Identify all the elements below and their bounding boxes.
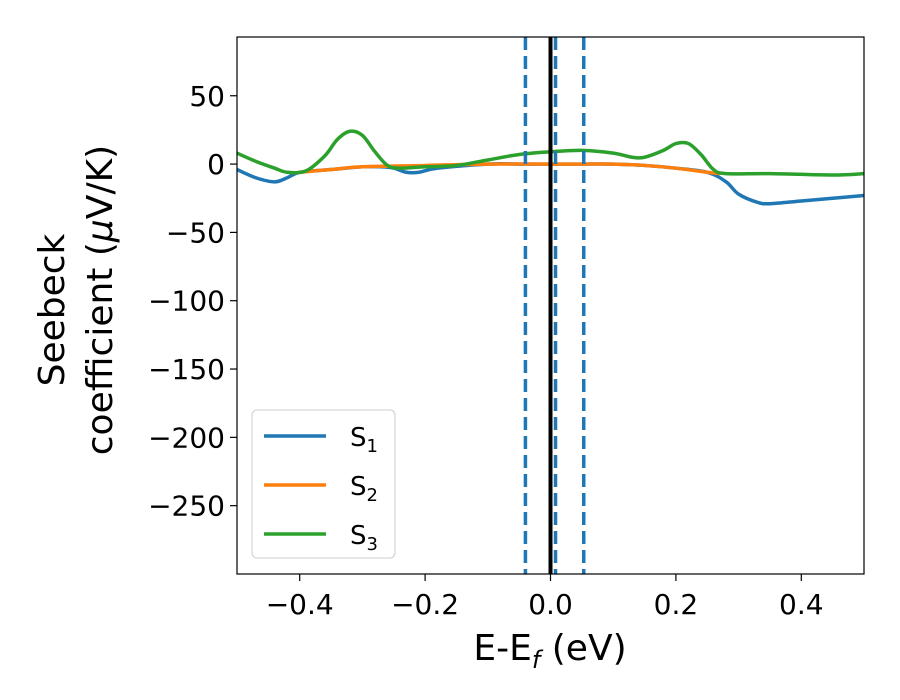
legend: S1 S2 S3: [251, 409, 396, 559]
plot-area: [237, 37, 864, 574]
x-tick-label: −0.4: [266, 588, 334, 621]
y-axis-label-line2: coefficient (μV/K): [80, 145, 121, 455]
y-axis-label-mu: μ: [80, 219, 121, 243]
y-axis-label-text: coefficient (: [80, 242, 121, 455]
y-axis-label-line1: Seebeck: [32, 233, 73, 386]
x-tick-label: −0.2: [391, 588, 459, 621]
series-line-s3: [237, 129, 864, 177]
y-tick-label: 0: [207, 148, 225, 181]
x-tick-label: 0.4: [779, 588, 824, 621]
y-tick-label: −200: [148, 421, 225, 454]
x-axis-label: E-Ef (eV): [473, 628, 626, 674]
y-tick-label: −50: [166, 216, 225, 249]
x-axis-label-unit: (eV): [540, 628, 626, 669]
y-tick-label: 50: [189, 80, 225, 113]
legend-label-s2: S2: [350, 472, 378, 506]
axis-ticks: −0.4 −0.2 0.0 0.2 0.4 50 0 −50 −100 −150 −200 −250: [148, 80, 823, 621]
x-tick-label: 0.0: [528, 588, 573, 621]
series-line-s2: [299, 162, 720, 176]
y-tick-label: −150: [148, 353, 225, 386]
legend-label-s3: S3: [350, 521, 378, 555]
x-axis-label-main: E-E: [473, 628, 531, 669]
legend-label-s1: S1: [350, 423, 378, 457]
y-tick-label: −100: [148, 285, 225, 318]
y-tick-label: −250: [148, 490, 225, 523]
y-axis-label-unit: V/K): [80, 145, 121, 219]
x-tick-label: 0.2: [654, 588, 699, 621]
